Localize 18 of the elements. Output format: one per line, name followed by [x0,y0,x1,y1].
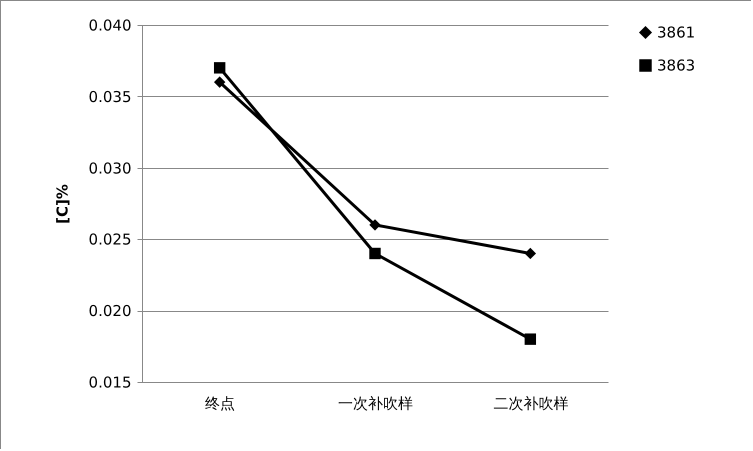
y-axis-title: [C]% [54,184,72,224]
y-tick-label: 0.030 [88,159,132,178]
y-tick-label: 0.035 [88,88,132,106]
y-tick-label: 0.025 [88,230,132,249]
x-tick-label: 一次补吹样 [338,394,413,412]
x-tick-label: 终点 [205,394,236,412]
legend-label: 3861 [657,24,696,42]
y-tick-label: 0.015 [88,374,132,392]
point [369,219,381,231]
y-tick-label: 0.040 [88,16,132,34]
legend-label: 3863 [657,56,696,74]
point [369,248,381,260]
y-tick-label: 0.020 [88,302,132,320]
point [524,248,536,260]
x-tick-label: 二次补吹样 [493,394,568,412]
point [214,62,226,74]
point [214,76,226,88]
point [524,333,536,345]
